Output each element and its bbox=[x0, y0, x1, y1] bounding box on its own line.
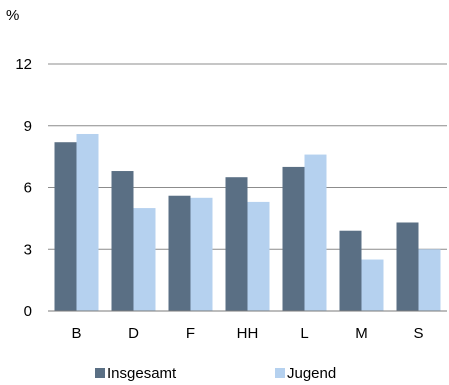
bars bbox=[54, 133, 441, 311]
y-tick-label: 12 bbox=[15, 56, 32, 73]
bar-insgesamt-b bbox=[54, 142, 77, 311]
y-axis-ticks: 0 3 6 9 12 bbox=[15, 56, 32, 320]
legend-swatch-jugend bbox=[275, 368, 285, 378]
x-axis-ticks: B D F HH L M S bbox=[71, 325, 423, 342]
bar-jugend-s bbox=[418, 249, 441, 311]
x-tick-label: F bbox=[186, 325, 195, 342]
bar-insgesamt-l bbox=[282, 166, 305, 311]
bar-jugend-hh bbox=[247, 201, 270, 311]
y-tick-label: 9 bbox=[24, 118, 32, 135]
y-tick-label: 3 bbox=[24, 241, 32, 258]
x-tick-label: L bbox=[300, 325, 308, 342]
bar-insgesamt-hh bbox=[225, 177, 248, 311]
x-tick-label: HH bbox=[237, 325, 259, 342]
bar-insgesamt-f bbox=[168, 195, 191, 311]
y-unit-label: % bbox=[6, 7, 19, 24]
legend-swatch-insgesamt bbox=[95, 368, 105, 378]
bar-jugend-d bbox=[133, 208, 156, 311]
legend-label-insgesamt: Insgesamt bbox=[107, 365, 177, 382]
bar-jugend-f bbox=[190, 197, 213, 311]
x-tick-label: S bbox=[413, 325, 423, 342]
bar-insgesamt-s bbox=[396, 222, 419, 311]
y-tick-label: 0 bbox=[24, 303, 32, 320]
x-tick-label: B bbox=[71, 325, 81, 342]
bar-jugend-l bbox=[304, 154, 327, 311]
legend-label-jugend: Jugend bbox=[287, 365, 336, 382]
bar-insgesamt-d bbox=[111, 171, 134, 311]
x-tick-label: M bbox=[355, 325, 368, 342]
legend: Insgesamt Jugend bbox=[95, 365, 336, 382]
bar-jugend-b bbox=[76, 133, 99, 311]
y-tick-label: 6 bbox=[24, 180, 32, 197]
x-tick-label: D bbox=[128, 325, 139, 342]
bar-insgesamt-m bbox=[339, 230, 362, 311]
bar-jugend-m bbox=[361, 259, 384, 311]
